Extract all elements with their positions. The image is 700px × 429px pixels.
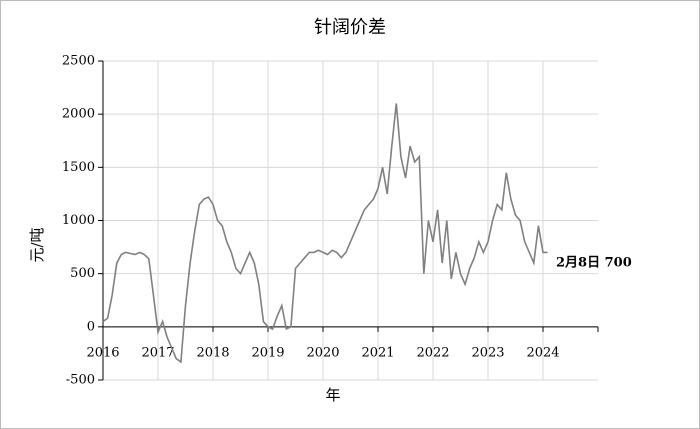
annotation: 2月8日 700	[556, 256, 632, 271]
x-tick-label: 2023	[471, 346, 504, 361]
y-tick-label: 1000	[62, 213, 95, 228]
x-tick-label: 2020	[306, 346, 339, 361]
y-tick-label: 2500	[62, 54, 95, 69]
x-tick-label: 2019	[251, 346, 284, 361]
x-axis-label: 年	[325, 386, 340, 404]
chart-title: 针阔价差	[314, 17, 386, 38]
y-tick-label: -500	[66, 373, 95, 388]
y-tick-label: 2000	[62, 107, 95, 122]
y-tick-label: 0	[87, 319, 95, 334]
x-tick-label: 2021	[361, 346, 394, 361]
x-tick-label: 2024	[526, 346, 559, 361]
y-axis-label: 元/吨	[28, 227, 46, 262]
x-tick-label: 2017	[141, 346, 174, 361]
x-tick-label: 2022	[416, 346, 449, 361]
y-tick-label: 500	[70, 266, 95, 281]
x-tick-label: 2018	[196, 346, 229, 361]
data-line	[102, 103, 548, 364]
y-tick-label: 1500	[62, 160, 95, 175]
